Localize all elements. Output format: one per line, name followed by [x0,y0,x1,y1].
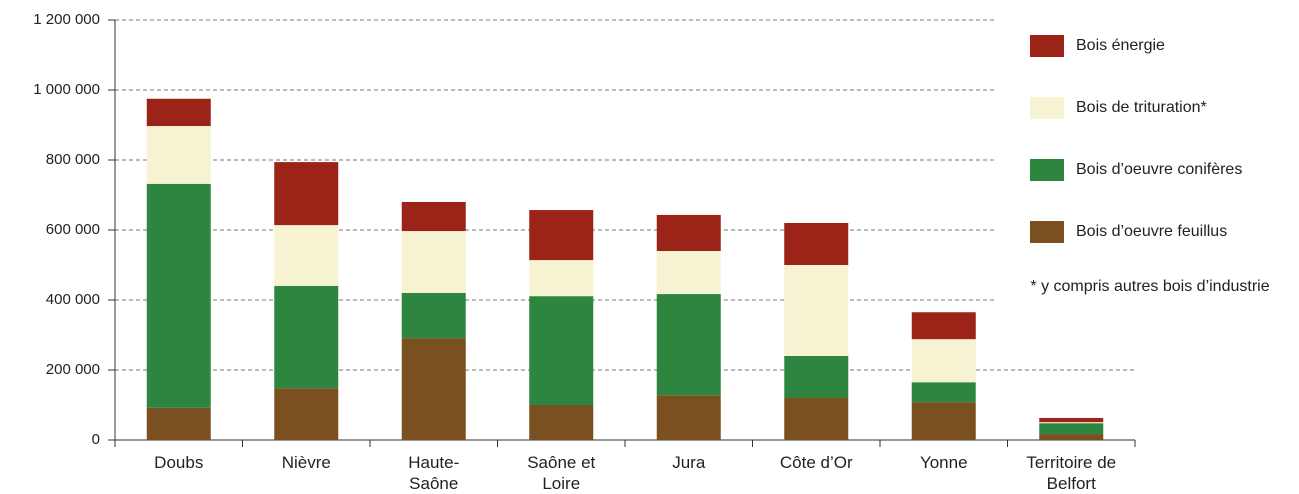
bar-segment [529,210,594,261]
bar-segment [529,296,594,405]
legend-label: Bois de trituration* [1076,99,1207,116]
legend-label: Bois énergie [1076,37,1165,54]
y-tick-label: 400 000 [46,291,100,308]
x-tick-label: Jura [672,453,706,472]
x-tick-label: Nièvre [281,453,331,472]
bar-segment [529,405,594,440]
bar-segment [911,402,976,440]
legend-swatch [1030,97,1064,119]
bar-segment [401,293,466,339]
x-tick-label: Doubs [154,453,204,472]
bar-segment [146,98,211,127]
bar-segment [274,388,339,440]
bar-segment [911,312,976,340]
bar-segment [146,183,211,408]
bar-segment [146,407,211,440]
bar-segment [1039,417,1104,423]
bar-segment [401,202,466,232]
bar-segment [1039,422,1104,424]
legend-swatch [1030,159,1064,181]
x-tick-label: Yonne [919,453,968,472]
bar-segment [1039,423,1104,435]
bar-segment [784,223,849,265]
legend-swatch [1030,221,1064,243]
bar-segment [401,231,466,293]
bar-segment [656,251,721,295]
y-tick-label: 200 000 [46,361,100,378]
y-tick-label: 600 000 [46,221,100,238]
y-tick-label: 1 200 000 [33,11,100,28]
bar-segment [784,356,849,398]
legend-note: * y compris autres bois d’industrie [1030,278,1270,295]
bar-segment [274,225,339,286]
bar-segment [274,162,339,226]
bar-segment [401,338,466,440]
bar-segment [784,398,849,440]
legend-label: Bois d’oeuvre conifères [1076,161,1243,178]
bar-segment [656,294,721,396]
y-tick-label: 800 000 [46,151,100,168]
legend-swatch [1030,35,1064,57]
bar-segment [656,214,721,251]
bar-segment [911,382,976,403]
x-tick-label: Saône et Loire [527,453,596,493]
bar-segment [784,265,849,356]
x-tick-label: Haute-Saône [408,453,460,493]
x-tick-label: Territoire de Belfort [1026,453,1117,493]
y-tick-label: 0 [92,431,100,448]
legend-label: Bois d’oeuvre feuillus [1076,223,1228,240]
bar-segment [911,339,976,383]
bar-segment [656,395,721,440]
y-tick-label: 1 000 000 [33,81,100,98]
bar-segment [146,126,211,184]
bar-segment [529,260,594,297]
bar-segment [1039,434,1104,440]
bar-segment [274,286,339,389]
x-tick-label: Côte d’Or [779,453,853,472]
